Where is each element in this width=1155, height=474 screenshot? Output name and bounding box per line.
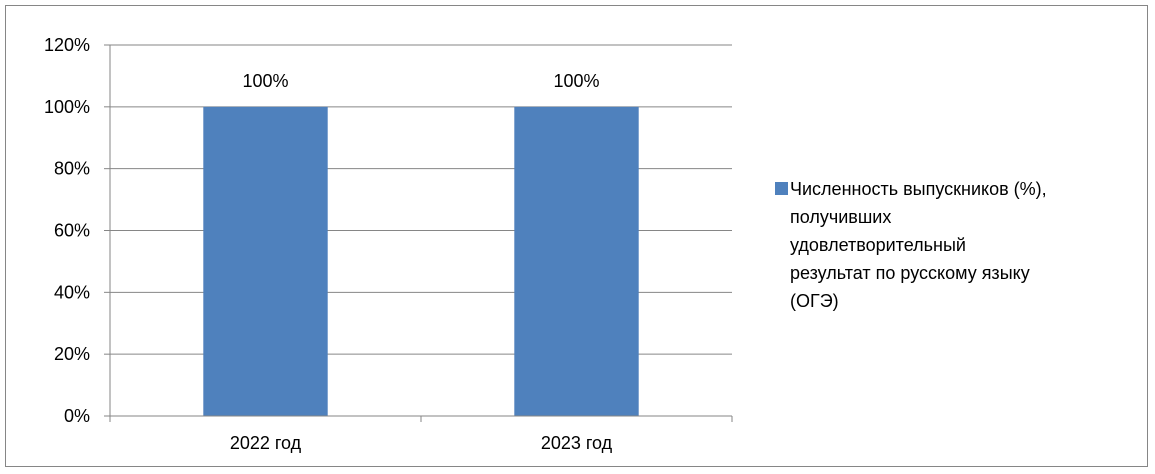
legend-label: Численность выпускников (%), получивших … bbox=[790, 179, 1047, 311]
y-tick-label: 20% bbox=[54, 344, 90, 364]
y-tick-label: 60% bbox=[54, 221, 90, 241]
y-tick-label: 0% bbox=[64, 406, 90, 426]
legend-swatch bbox=[775, 182, 788, 195]
data-label: 100% bbox=[553, 71, 599, 91]
x-category-label: 2023 год bbox=[541, 433, 613, 453]
x-category-label: 2022 год bbox=[230, 433, 302, 453]
y-tick-label: 100% bbox=[44, 97, 90, 117]
bar bbox=[514, 106, 639, 416]
bar bbox=[203, 106, 328, 416]
y-tick-label: 80% bbox=[54, 159, 90, 179]
data-label: 100% bbox=[242, 71, 288, 91]
legend: Численность выпускников (%), получивших … bbox=[775, 175, 1150, 315]
y-tick-label: 40% bbox=[54, 282, 90, 302]
y-tick-label: 120% bbox=[44, 35, 90, 55]
